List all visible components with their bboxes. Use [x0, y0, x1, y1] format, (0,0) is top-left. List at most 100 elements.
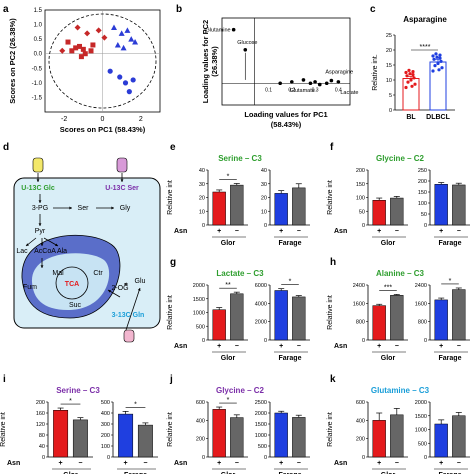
group-label: Glor	[381, 240, 396, 247]
y-tick-label: -1.0	[32, 81, 43, 87]
panel-b: Glutamine Glucose Asparagine Glutamate Lacta…	[201, 17, 358, 129]
replicate-dot	[439, 59, 443, 64]
y-axis-label: Relative int.	[372, 54, 379, 91]
asn-sign: +	[124, 460, 128, 467]
bar	[372, 420, 386, 458]
asn-sign: −	[297, 460, 301, 467]
replicate-dot	[438, 53, 442, 57]
x-tick-label: 0.4	[335, 87, 342, 93]
data-point-triangle	[124, 27, 131, 33]
y-tick-label: 0	[264, 455, 267, 461]
y-tick-label: 10	[386, 78, 392, 84]
asn-sign: +	[279, 460, 283, 467]
chart-title: Lactate – C3	[216, 269, 264, 278]
metabolite-2og: 2-OG	[111, 285, 128, 292]
y-tick-label: 120	[36, 422, 45, 428]
loading-point	[278, 81, 282, 86]
replicate-dot	[438, 56, 442, 60]
y-tick-label: 500	[101, 400, 110, 406]
y-tick-label: 1600	[353, 301, 365, 307]
bar	[390, 295, 404, 341]
group-label: Glor	[221, 472, 236, 474]
bar	[292, 417, 306, 458]
pathway-arrow-head	[26, 243, 29, 246]
y-axis-label: Relative int	[167, 412, 174, 447]
pathway-arrow-head	[108, 290, 111, 293]
asn-label: Asn	[174, 460, 187, 467]
bar	[372, 200, 386, 226]
bar	[452, 184, 466, 226]
asn-sign: +	[439, 460, 443, 467]
y-axis-label: Relative int	[167, 295, 174, 330]
y-tick-label: 0	[107, 455, 110, 461]
group-label: Farage	[439, 355, 462, 362]
y-tick-label: 0	[362, 338, 365, 344]
group-label: Farage	[279, 355, 302, 362]
asn-sign: +	[279, 228, 283, 235]
replicate-dot	[432, 57, 436, 61]
pathway-arrow	[43, 237, 59, 247]
data-point-circle	[107, 68, 113, 74]
y-tick-label: 30	[199, 182, 205, 188]
confidence-ellipse	[48, 13, 157, 109]
replicate-dot	[434, 52, 438, 56]
y-tick-label: 200	[418, 179, 427, 185]
y-tick-label: 0	[202, 455, 205, 461]
panel-d: U-13C Glc U-13C Ser 3-13C Gln 3-PG Ser Gly Pyr…	[13, 157, 161, 343]
y-tick-label: 500	[258, 444, 267, 450]
panel-c: Asparagine 0 5 10 15 20 25 Relative int. BL DLBCL…	[372, 15, 455, 121]
data-point-circle	[122, 80, 129, 86]
group-label: Farage	[279, 240, 302, 247]
y-tick-label: 200	[356, 168, 365, 174]
y-axis-label: Relative int	[327, 412, 334, 447]
panel-letter-k: k	[330, 374, 336, 385]
y-tick-label: 0	[202, 223, 205, 229]
tca-cycle-ring	[55, 266, 89, 300]
y-tick-label: 200	[356, 437, 365, 443]
replicate-dot	[433, 64, 437, 68]
y-tick-label: 0	[424, 338, 427, 344]
y-axis-label: Loading values for PC2	[201, 20, 210, 103]
pathway-arrow-head	[124, 282, 127, 286]
y-tick-label: 500	[418, 441, 427, 447]
asn-sign: −	[297, 343, 301, 350]
x-category-label: DLBCL	[426, 114, 450, 121]
y-axis-label: Relative int	[327, 180, 334, 215]
asn-sign: −	[235, 460, 239, 467]
point-label: Glucose	[237, 40, 257, 46]
bar	[230, 293, 244, 341]
y-tick-label: 6000	[255, 283, 267, 289]
replicate-dot	[410, 84, 414, 88]
data-point-square	[90, 42, 96, 48]
group-label: Farage	[279, 472, 302, 474]
y-tick-label: 1500	[415, 414, 427, 420]
y-tick-label: 100	[101, 444, 110, 450]
y-tick-label: 150	[356, 182, 365, 188]
data-point-circle	[117, 74, 123, 80]
x-axis-label: Loading values for PC1	[244, 110, 327, 119]
asn-sign: +	[217, 343, 221, 350]
metabolite-glu: Glu	[135, 278, 146, 285]
chart-title: Glycine – C2	[376, 154, 425, 163]
y-tick-label: 1.5	[34, 8, 43, 14]
y-tick-label: 20	[261, 196, 267, 202]
data-point-square	[73, 45, 79, 51]
pathway-arrow-head	[55, 243, 58, 246]
data-point-triangle	[132, 39, 139, 45]
bar	[292, 296, 306, 341]
y-tick-label: 20	[386, 48, 392, 54]
asn-sign: −	[457, 343, 461, 350]
pathway-arrow-head	[40, 243, 44, 246]
y-tick-label: 0.5	[34, 37, 43, 43]
asn-sign: −	[78, 460, 82, 467]
y-tick-label: 1.0	[34, 23, 43, 29]
significance-marker: *	[289, 279, 292, 286]
replicate-dot	[411, 70, 415, 74]
pathway-arrow-head	[38, 200, 42, 203]
data-point-square	[65, 39, 71, 45]
significance-marker: ****	[420, 44, 431, 51]
asn-sign: −	[395, 460, 399, 467]
y-tick-label: 20	[199, 196, 205, 202]
x-category-label: BL	[406, 114, 416, 121]
y-tick-label: 40	[261, 168, 267, 174]
